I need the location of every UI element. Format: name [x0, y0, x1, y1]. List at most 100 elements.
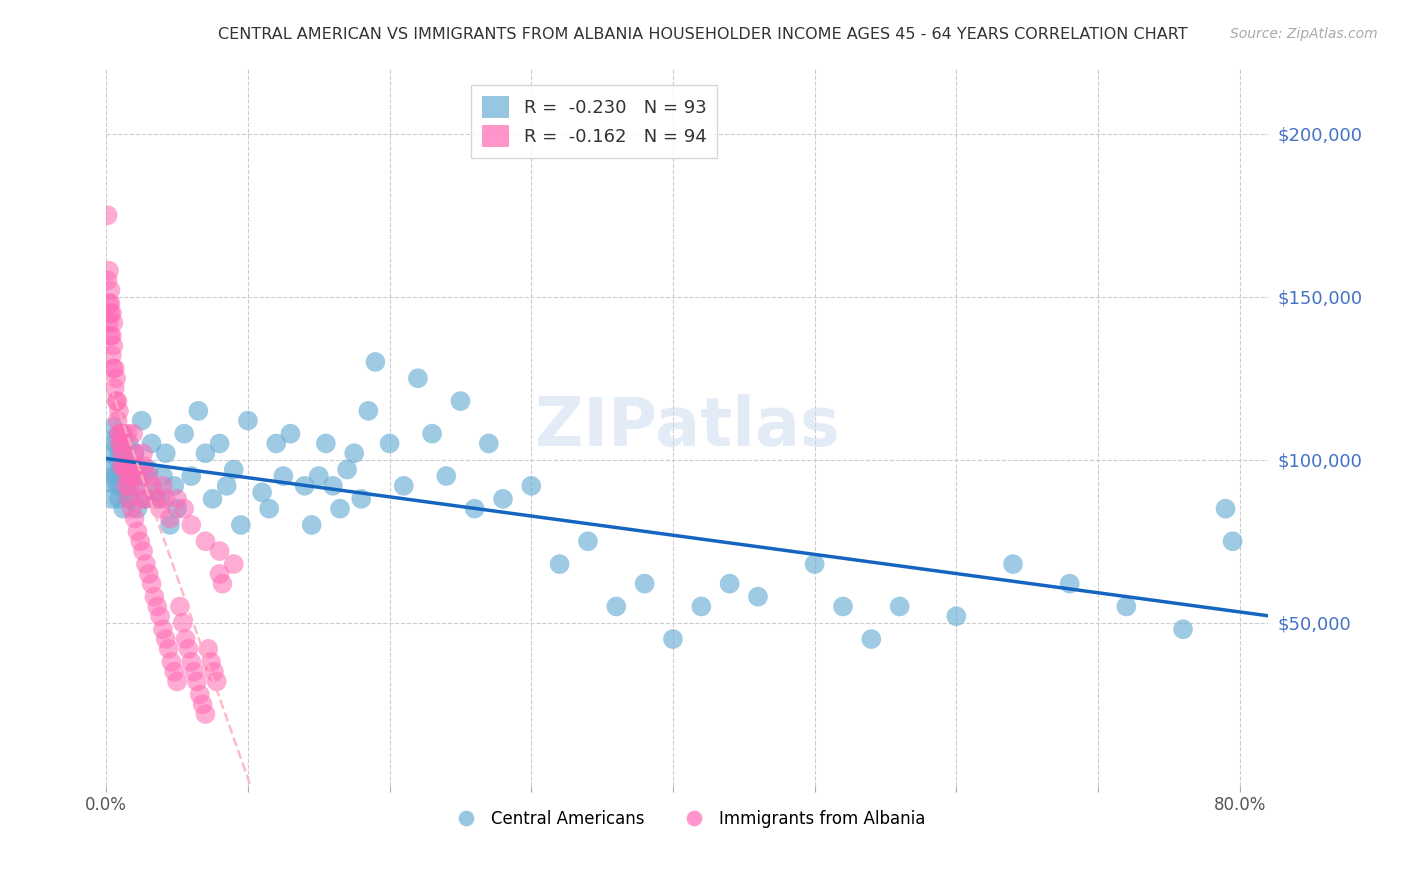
- Point: [229, 518, 252, 533]
- Point: [166, 674, 188, 689]
- Point: [336, 462, 359, 476]
- Point: [420, 426, 443, 441]
- Point: [128, 479, 150, 493]
- Point: [127, 469, 149, 483]
- Point: [104, 381, 127, 395]
- Point: [135, 491, 157, 506]
- Point: [108, 442, 131, 457]
- Point: [208, 544, 231, 558]
- Point: [364, 355, 387, 369]
- Point: [152, 469, 174, 483]
- Point: [449, 394, 471, 409]
- Point: [1001, 557, 1024, 571]
- Point: [112, 501, 135, 516]
- Point: [605, 599, 627, 614]
- Point: [280, 426, 302, 441]
- Point: [163, 665, 186, 679]
- Point: [117, 426, 139, 441]
- Point: [134, 459, 156, 474]
- Point: [166, 501, 188, 516]
- Point: [832, 599, 855, 614]
- Point: [157, 641, 180, 656]
- Point: [138, 469, 160, 483]
- Point: [97, 208, 120, 222]
- Point: [110, 436, 132, 450]
- Point: [194, 707, 217, 722]
- Point: [350, 491, 373, 506]
- Point: [294, 479, 316, 493]
- Point: [103, 420, 125, 434]
- Point: [143, 590, 166, 604]
- Point: [120, 459, 142, 474]
- Point: [101, 306, 124, 320]
- Point: [159, 511, 181, 525]
- Point: [118, 491, 141, 506]
- Point: [105, 430, 128, 444]
- Point: [194, 534, 217, 549]
- Point: [114, 469, 136, 483]
- Point: [100, 306, 122, 320]
- Point: [103, 316, 125, 330]
- Point: [211, 576, 233, 591]
- Point: [152, 622, 174, 636]
- Point: [122, 426, 145, 441]
- Point: [121, 501, 143, 516]
- Point: [108, 404, 131, 418]
- Point: [188, 688, 211, 702]
- Point: [945, 609, 967, 624]
- Point: [160, 655, 183, 669]
- Point: [105, 394, 128, 409]
- Point: [100, 296, 122, 310]
- Point: [860, 632, 883, 646]
- Point: [183, 665, 205, 679]
- Point: [98, 475, 121, 490]
- Text: ZIPatlas: ZIPatlas: [534, 394, 839, 460]
- Point: [124, 446, 146, 460]
- Point: [110, 426, 132, 441]
- Point: [107, 452, 129, 467]
- Point: [329, 501, 352, 516]
- Point: [138, 566, 160, 581]
- Point: [200, 655, 222, 669]
- Point: [1115, 599, 1137, 614]
- Point: [100, 329, 122, 343]
- Point: [308, 469, 330, 483]
- Point: [118, 479, 141, 493]
- Point: [197, 641, 219, 656]
- Point: [121, 462, 143, 476]
- Point: [131, 491, 153, 506]
- Point: [149, 609, 172, 624]
- Point: [155, 491, 177, 506]
- Point: [117, 469, 139, 483]
- Point: [1059, 576, 1081, 591]
- Point: [149, 501, 172, 516]
- Point: [177, 641, 200, 656]
- Point: [101, 329, 124, 343]
- Point: [1171, 622, 1194, 636]
- Point: [191, 698, 214, 712]
- Point: [114, 446, 136, 460]
- Point: [273, 469, 295, 483]
- Point: [105, 469, 128, 483]
- Point: [633, 576, 655, 591]
- Point: [690, 599, 713, 614]
- Point: [149, 491, 172, 506]
- Point: [172, 615, 194, 630]
- Point: [803, 557, 825, 571]
- Point: [173, 426, 195, 441]
- Point: [174, 632, 197, 646]
- Point: [127, 501, 149, 516]
- Point: [103, 338, 125, 352]
- Point: [301, 518, 323, 533]
- Point: [322, 479, 344, 493]
- Point: [1222, 534, 1244, 549]
- Point: [236, 414, 259, 428]
- Point: [492, 491, 515, 506]
- Point: [115, 452, 138, 467]
- Point: [315, 436, 337, 450]
- Point: [124, 511, 146, 525]
- Point: [103, 469, 125, 483]
- Point: [111, 426, 134, 441]
- Point: [208, 436, 231, 450]
- Point: [120, 491, 142, 506]
